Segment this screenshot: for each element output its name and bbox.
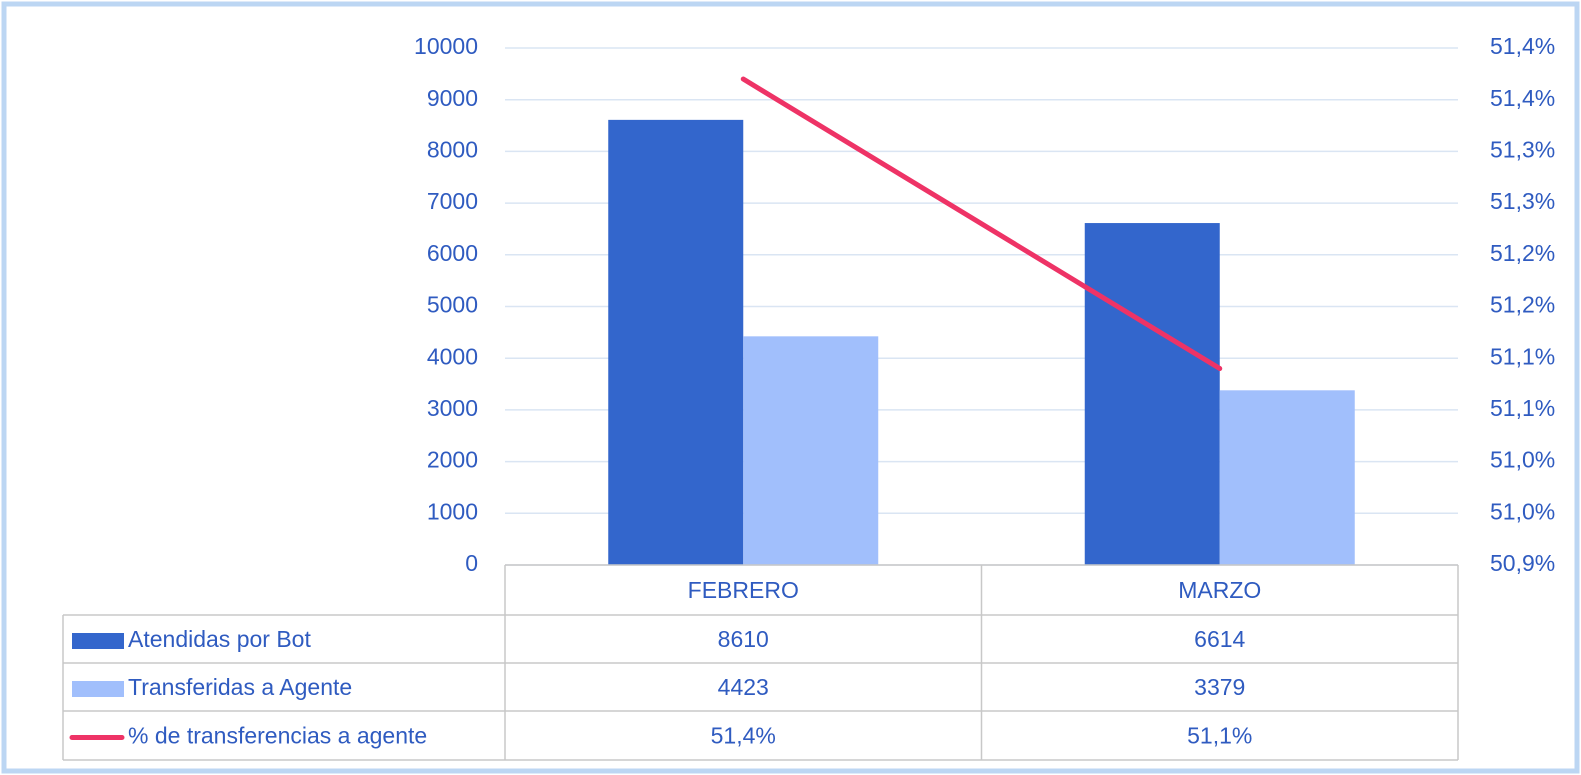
y-tick-label: 8000 — [427, 136, 478, 162]
bar — [1084, 223, 1220, 565]
y-tick-label: 5000 — [427, 292, 478, 318]
bar — [608, 119, 744, 565]
y-tick-label: 6000 — [427, 240, 478, 266]
y-tick-label: 0 — [465, 550, 478, 576]
y2-tick-label: 51,3% — [1490, 136, 1555, 162]
table-cell: 4423 — [718, 674, 769, 700]
x-tick-label: MARZO — [1178, 577, 1261, 603]
table-cell: 3379 — [1194, 674, 1245, 700]
y-tick-label: 9000 — [427, 85, 478, 111]
y2-tick-label: 51,4% — [1490, 85, 1555, 111]
y2-tick-label: 51,1% — [1490, 395, 1555, 421]
legend-label: % de transferencias a agente — [128, 723, 427, 749]
bar — [743, 336, 879, 565]
bar — [1219, 390, 1355, 565]
legend-label: Atendidas por Bot — [128, 626, 311, 652]
y2-tick-label: 51,2% — [1490, 240, 1555, 266]
legend-swatch — [72, 681, 124, 697]
y2-tick-label: 50,9% — [1490, 550, 1555, 576]
line-series — [740, 76, 1223, 372]
legend-label: Transferidas a Agente — [128, 674, 352, 700]
x-tick-label: FEBRERO — [688, 577, 799, 603]
table-cell: 6614 — [1194, 626, 1245, 652]
y2-tick-label: 51,3% — [1490, 188, 1555, 214]
y2-tick-label: 51,4% — [1490, 33, 1555, 59]
table-cell: 8610 — [718, 626, 769, 652]
y2-tick-label: 51,0% — [1490, 498, 1555, 524]
y-tick-label: 4000 — [427, 343, 478, 369]
y-tick-label: 2000 — [427, 447, 478, 473]
y2-tick-label: 51,0% — [1490, 447, 1555, 473]
table-cell: 51,4% — [711, 723, 776, 749]
y2-tick-label: 51,1% — [1490, 343, 1555, 369]
table-cell: 51,1% — [1187, 723, 1252, 749]
y2-tick-label: 51,2% — [1490, 292, 1555, 318]
y-tick-label: 3000 — [427, 395, 478, 421]
y-tick-label: 7000 — [427, 188, 478, 214]
legend-swatch — [72, 633, 124, 649]
y-tick-label: 10000 — [414, 33, 478, 59]
y-tick-label: 1000 — [427, 498, 478, 524]
